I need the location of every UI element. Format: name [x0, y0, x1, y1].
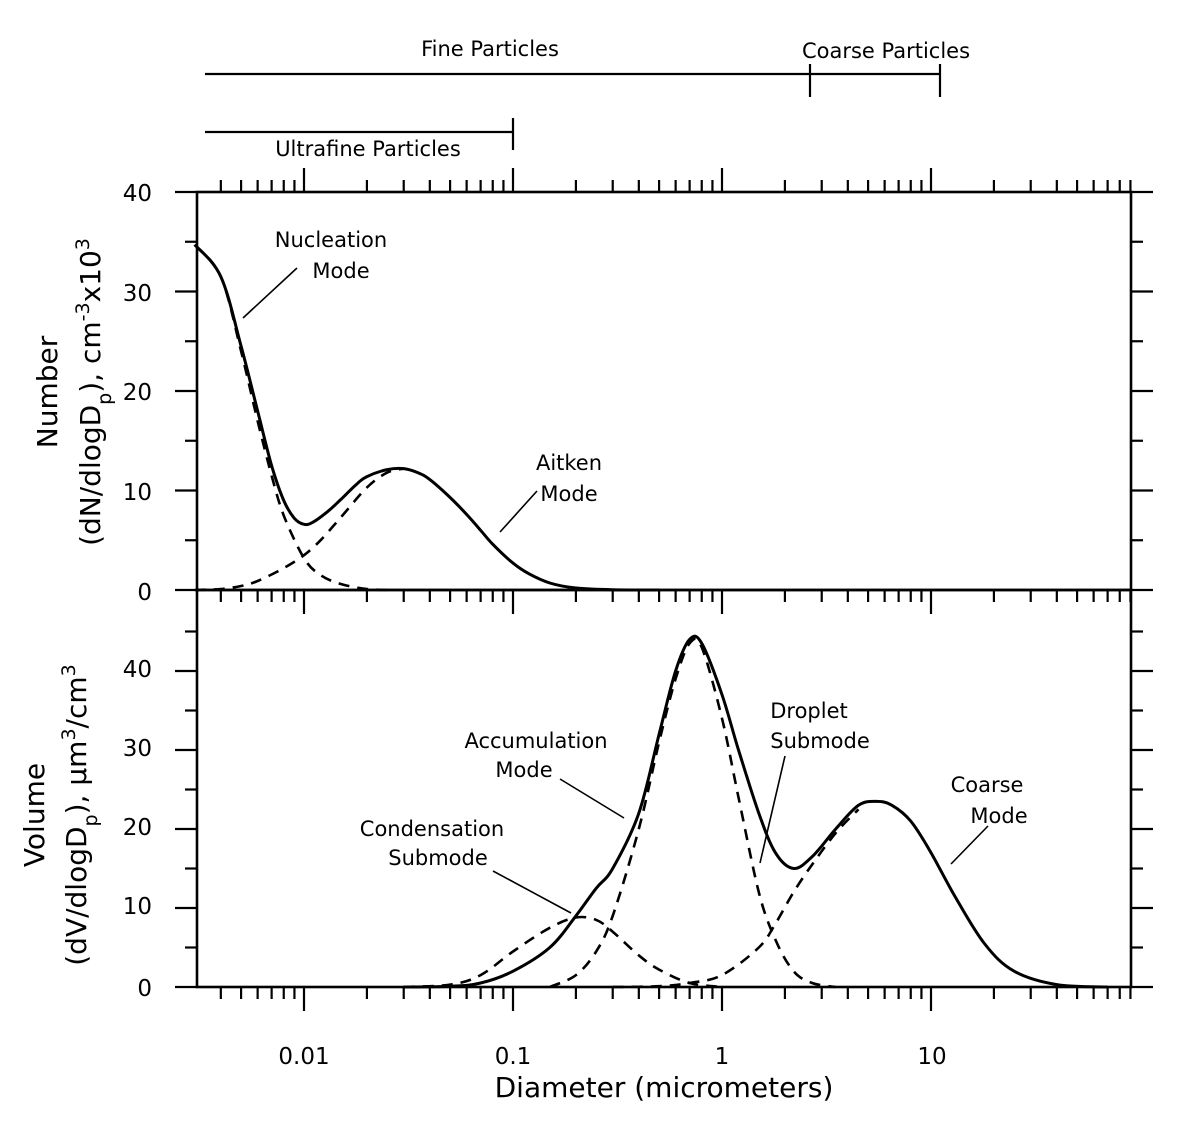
volume-y-tick-label: 20: [123, 815, 152, 841]
coarse-mode-curve: [612, 808, 860, 989]
number-y-tick-labels: 0 10 20 30 40: [123, 181, 152, 606]
nucleation-mode-curve: [193, 243, 388, 592]
number-total-curve: [193, 243, 660, 592]
coarse-particles-label: Coarse Particles: [802, 39, 970, 63]
x-tick-label: 0.1: [495, 1044, 532, 1070]
volume-y-tick-label: 0: [137, 976, 152, 1002]
volume-y-tick-label: 30: [123, 736, 152, 762]
size-range-bars: Fine Particles Coarse Particles Ultrafin…: [205, 37, 970, 161]
condensation-label-line2: Submode: [388, 846, 488, 870]
volume-y-tick-label: 40: [123, 657, 152, 683]
aitken-label-line1: Aitken: [536, 451, 602, 475]
ultrafine-particles-label: Ultrafine Particles: [275, 137, 461, 161]
condensation-leader-line: [492, 870, 572, 914]
number-annotations: Nucleation Mode Aitken Mode: [242, 228, 602, 533]
volume-y-title-line2: (dV/dlogDp), μm3/cm3: [58, 664, 102, 966]
volume-y-tick-label: 10: [123, 894, 152, 920]
aitken-label-line2: Mode: [540, 482, 597, 506]
volume-y-tick-labels: 0 10 20 30 40: [123, 657, 152, 1002]
x-tick-label: 10: [917, 1044, 946, 1070]
droplet-submode-curve: [549, 637, 836, 989]
coarse-leader-line: [950, 825, 989, 865]
volume-y-axis-title: Volume (dV/dlogDp), μm3/cm3: [18, 664, 102, 966]
droplet-leader-line: [759, 755, 786, 864]
nucleation-label-line2: Mode: [312, 259, 369, 283]
number-y-tick-label: 20: [123, 380, 152, 406]
volume-annotations: Accumulation Mode Condensation Submode D…: [360, 699, 1028, 914]
x-tick-labels: 0.01 0.1 1 10: [278, 1044, 946, 1070]
accumulation-leader-line: [559, 778, 625, 819]
aitken-mode-curve: [194, 467, 405, 592]
condensation-submode-curve: [403, 915, 723, 989]
coarse-label-line2: Mode: [970, 804, 1027, 828]
x-axis-ticks: [219, 168, 1132, 1011]
number-y-tick-label: 10: [123, 480, 152, 506]
nucleation-leader-line: [242, 267, 298, 319]
number-y-axis-title: Number (dN/dlogDp), cm-3x103: [31, 238, 116, 546]
droplet-label-line2: Submode: [770, 729, 870, 753]
accumulation-label-line2: Mode: [495, 758, 552, 782]
x-tick-label: 0.01: [278, 1044, 329, 1070]
x-axis-title: Diameter (micrometers): [495, 1071, 834, 1104]
y-axis-ticks: [175, 190, 1153, 989]
aitken-leader-line: [499, 490, 538, 533]
x-tick-label: 1: [715, 1044, 730, 1070]
number-y-title-line2: (dN/dlogDp), cm-3x103: [72, 238, 116, 546]
accumulation-label-line1: Accumulation: [464, 729, 607, 753]
number-y-tick-label: 40: [123, 181, 152, 207]
condensation-label-line1: Condensation: [360, 817, 504, 841]
droplet-label-line1: Droplet: [770, 699, 848, 723]
number-y-title-line1: Number: [31, 335, 64, 448]
number-y-tick-label: 30: [123, 281, 152, 307]
number-y-tick-label: 0: [137, 580, 152, 606]
coarse-label-line1: Coarse: [951, 773, 1024, 797]
nucleation-label-line1: Nucleation: [275, 228, 387, 252]
fine-particles-label: Fine Particles: [421, 37, 559, 61]
volume-y-title-line1: Volume: [18, 763, 51, 867]
distribution-curves: [193, 243, 1108, 989]
volume-total-curve: [403, 634, 1108, 989]
